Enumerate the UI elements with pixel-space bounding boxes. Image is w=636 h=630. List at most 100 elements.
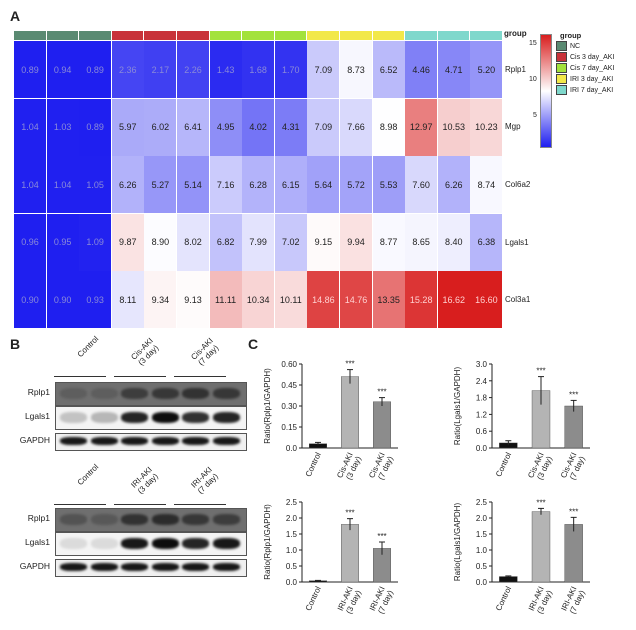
heatmap-cell: 6.82 [209, 213, 242, 271]
blot-band [212, 537, 240, 549]
blot-band [151, 411, 179, 423]
heatmap-cell: 0.89 [79, 98, 112, 156]
x-category-label: Control [494, 585, 513, 612]
legend-swatch [556, 74, 567, 84]
blot-band-label: GAPDH [19, 435, 50, 445]
y-axis-label: Ratio(Lgals1/GAPDH) [453, 503, 462, 582]
blot-band [60, 437, 87, 445]
blot-lane-divider [114, 376, 166, 377]
blot-band [151, 537, 179, 549]
bar [531, 511, 551, 583]
heatmap-cell: 16.62 [437, 271, 470, 329]
blot-band-label: Rplp1 [27, 513, 50, 523]
significance-label: *** [345, 360, 354, 369]
group-cell [405, 31, 437, 40]
heatmap-cell: 14.76 [340, 271, 372, 329]
heatmap-cell: 9.87 [111, 213, 144, 271]
heatmap-cell: 1.70 [274, 41, 307, 98]
heatmap-cell: 5.64 [307, 156, 340, 214]
bar [340, 376, 359, 449]
y-tick-label: 0.0 [286, 578, 298, 587]
legend-swatch [556, 63, 567, 73]
blot-band [60, 387, 87, 399]
heatmap-cell: 10.23 [470, 98, 503, 156]
heatmap-cell: 9.94 [340, 213, 372, 271]
x-category-label: Control [304, 585, 323, 612]
blot-band [121, 513, 148, 525]
panel-a-letter: A [10, 8, 21, 24]
group-cell [111, 31, 144, 40]
heatmap-cell: 8.77 [372, 213, 405, 271]
heatmap-cell: 6.41 [177, 98, 209, 156]
y-tick-label: 3.0 [476, 360, 488, 369]
blot-band [60, 563, 87, 571]
heatmap-cell: 8.74 [470, 156, 503, 214]
blot-band [151, 563, 179, 571]
bar [372, 401, 391, 449]
blot-band [212, 411, 240, 423]
blot-band [151, 437, 179, 445]
blot-lane-divider [114, 504, 166, 505]
heatmap-cell: 2.36 [111, 41, 144, 98]
x-category-label: IRI-AKI(7 day) [368, 585, 395, 616]
heatmap-cell: 10.11 [274, 271, 307, 329]
heatmap-cell: 1.04 [14, 156, 46, 214]
blot-band [90, 387, 118, 399]
bar [564, 405, 583, 449]
blot-band [60, 537, 87, 549]
blot-band-label: Lgals1 [24, 537, 50, 547]
heatmap-cell: 2.17 [144, 41, 177, 98]
legend-swatch [556, 41, 567, 51]
blot-band [151, 513, 179, 525]
significance-label: *** [569, 390, 578, 399]
group-cell [340, 31, 372, 40]
legend-item: NC [556, 41, 580, 51]
blot-band [182, 387, 209, 399]
y-tick-label: 1.0 [476, 546, 488, 555]
blot-band [90, 411, 118, 423]
heatmap-row-label: Lgals1 [505, 237, 529, 247]
heatmap-cell: 1.03 [46, 98, 79, 156]
y-tick-label: 1.5 [286, 530, 298, 539]
x-category-label: IRI-AKI(3 day) [527, 585, 554, 616]
heatmap-cell: 16.60 [470, 271, 503, 329]
blot-band [151, 387, 179, 399]
x-category-label: Control [494, 451, 513, 478]
heatmap-cell: 15.28 [405, 271, 438, 329]
y-tick-label: 1.2 [476, 410, 488, 419]
panel-b-letter: B [10, 336, 21, 352]
y-tick-label: 0.60 [281, 360, 297, 369]
heatmap-cell: 1.09 [79, 213, 112, 271]
heatmap-cell: 7.66 [340, 98, 372, 156]
legend-item: IRI 7 day_AKI [556, 85, 613, 95]
blot-band [212, 513, 240, 525]
heatmap-cell: 8.02 [177, 213, 209, 271]
y-tick-label: 0.6 [476, 427, 488, 436]
blot-band [121, 387, 148, 399]
heatmap-cell: 0.96 [14, 213, 46, 271]
y-axis-label: Ratio(Lgals1/GAPDH) [453, 367, 462, 446]
group-cell [79, 31, 111, 40]
y-tick-label: 2.0 [286, 514, 298, 523]
blot-band-label: Rplp1 [27, 387, 50, 397]
heatmap-row-label: Rplp1 [505, 64, 526, 74]
heatmap-cell: 4.71 [437, 41, 470, 98]
heatmap-cell: 0.90 [14, 271, 46, 329]
heatmap-cell: 4.46 [405, 41, 438, 98]
blot-band [90, 563, 118, 571]
heatmap-cell: 0.94 [46, 41, 79, 98]
bar [564, 524, 583, 583]
legend-item-label: Cis 7 day_AKI [570, 64, 615, 72]
y-tick-label: 0.0 [476, 578, 488, 587]
group-cell [437, 31, 470, 40]
blot-lane-label: Control [75, 462, 101, 487]
heatmap-cell: 5.14 [177, 156, 209, 214]
heatmap-cell: 2.26 [177, 41, 209, 98]
group-cell [470, 31, 502, 40]
blot-strip [55, 508, 247, 532]
y-tick-label: 0.15 [281, 423, 297, 432]
heatmap-cell: 0.89 [14, 41, 46, 98]
bar-chart: 0.0 0.5 1.0 1.5 2.0 2.5 Ratio(Rplp1/GAPDH) Cont… [263, 498, 398, 616]
bar-chart: 0.0 0.5 1.0 1.5 2.0 2.5 Ratio(Lgals1/GAPDH) Con… [453, 498, 590, 616]
legend-item: Cis 3 day_AKI [556, 52, 614, 62]
